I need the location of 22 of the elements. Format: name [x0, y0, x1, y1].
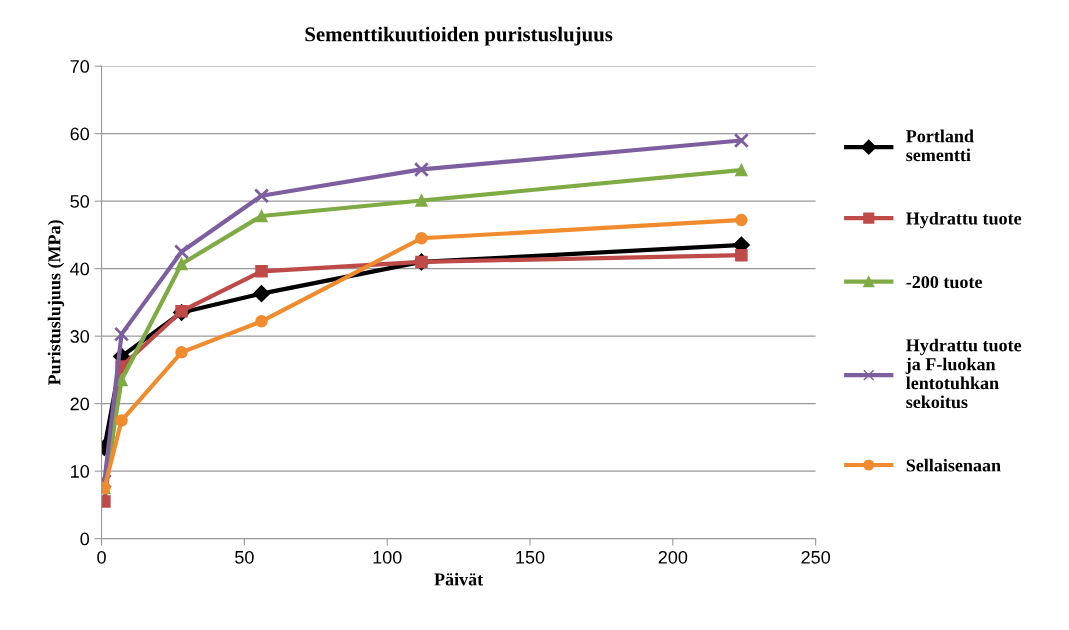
y-tick-label: 60 [70, 127, 90, 141]
legend-label: -200 tuote [906, 275, 983, 289]
y-axis-title: Puristuslujuus (MPa) [47, 220, 65, 386]
x-axis-title: Päivät [434, 572, 484, 586]
x-tick-label: 250 [801, 550, 830, 564]
y-tick-label: 0 [80, 532, 90, 546]
y-tick-label: 50 [70, 195, 90, 208]
y-tick-label: 10 [71, 465, 90, 478]
x-tick-label: 0 [97, 550, 106, 564]
y-tick-label: 30 [70, 330, 90, 343]
x-tick-label: 50 [235, 550, 254, 564]
y-tick-label: 40 [70, 262, 90, 276]
legend-label: Hydrattu tuote [906, 211, 1022, 229]
legend-label: Sellaisenaan [906, 458, 1001, 472]
y-tick-label: 70 [70, 60, 90, 73]
legend-label: Portland sementti [906, 129, 974, 162]
x-tick-label: 200 [658, 550, 688, 564]
legend-label: Hydrattu tuote ja F-luokan lentotuhkan sekoitus [905, 338, 1022, 409]
chart-title: Sementtikuutioiden puristuslujuus [305, 26, 613, 46]
x-tick-label: 150 [516, 550, 545, 564]
y-tick-label: 20 [70, 397, 90, 411]
x-tick-label: 100 [373, 550, 402, 564]
